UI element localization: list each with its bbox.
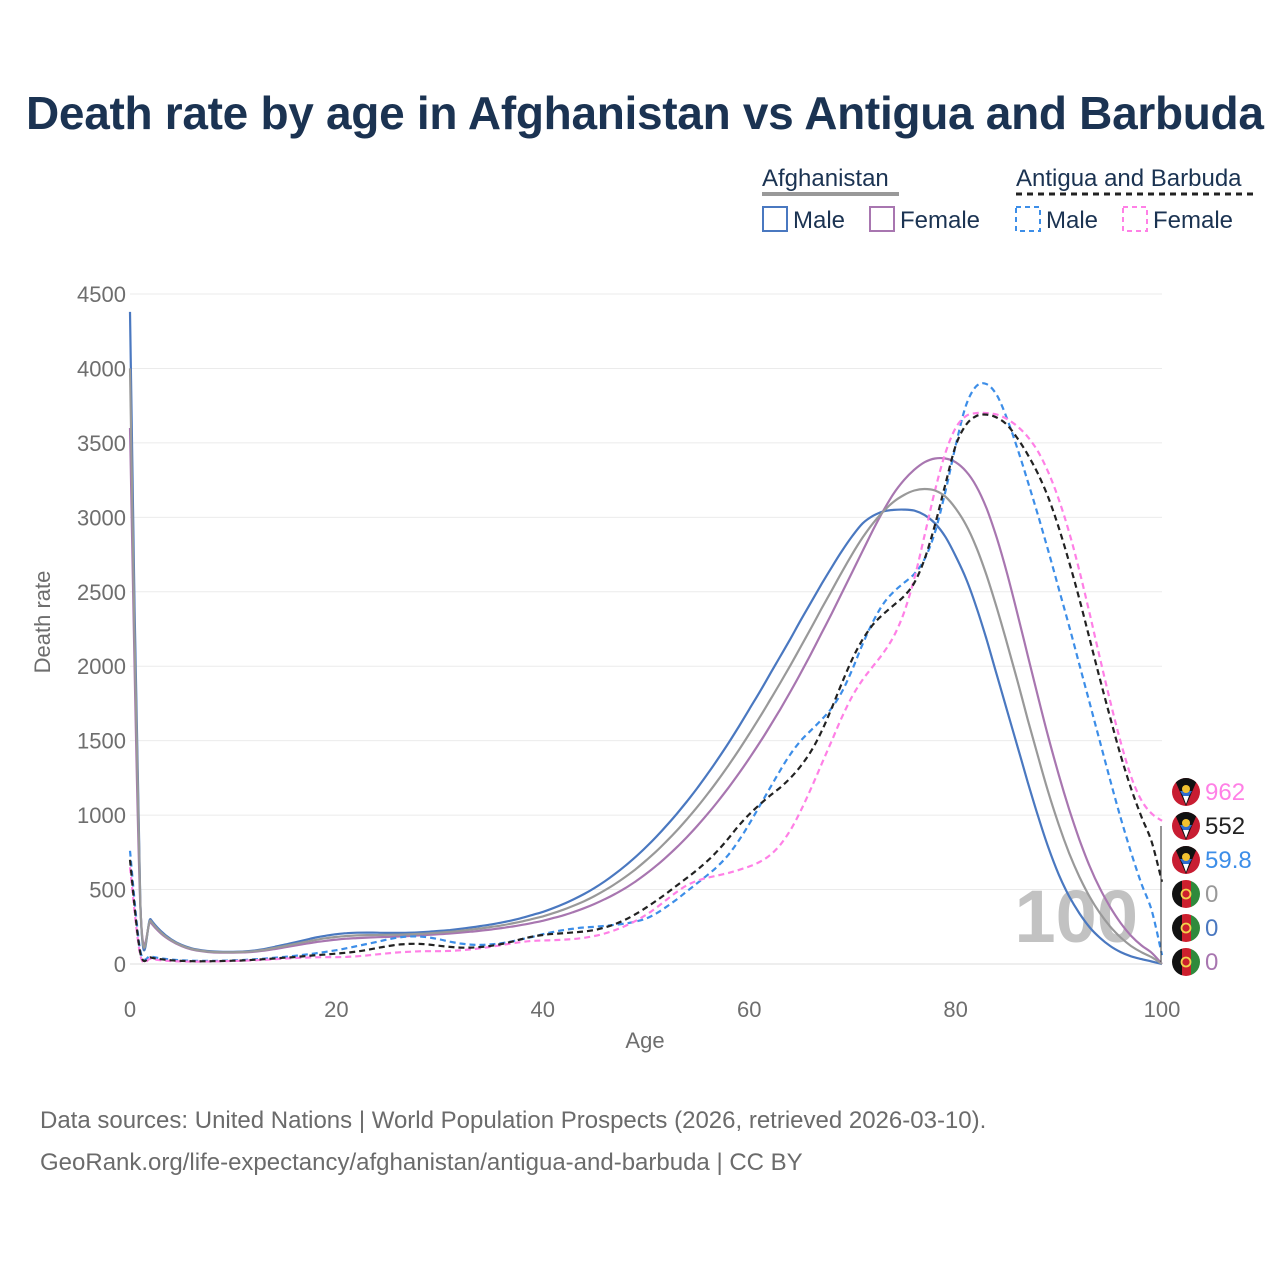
antigua-flag-icon: [1172, 812, 1200, 840]
y-tick-labels: 0 500 1000 1500 2000 2500 3000 3500 4000 4500: [77, 282, 126, 977]
end-value-labels: 962 552 59.8 0 0 0: [1160, 778, 1252, 976]
source-url[interactable]: GeoRank.org/life-expectancy/afghanistan/…: [40, 1149, 803, 1176]
legend-label-afghanistan-female[interactable]: Female: [900, 207, 980, 234]
end-label-afghanistan-both[interactable]: 0: [1172, 880, 1218, 908]
series-line-afghanistan-female[interactable]: [128, 427, 1163, 965]
y-tick-label: 1000: [77, 803, 126, 828]
age-watermark: 100: [1015, 875, 1138, 958]
end-label-afghanistan-female[interactable]: 0: [1172, 948, 1218, 976]
afghanistan-flag-icon: [1172, 914, 1200, 942]
antigua-flag-icon: [1172, 778, 1200, 806]
series-line-antigua-and-barbuda-female[interactable]: [128, 411, 1163, 964]
y-tick-label: 2500: [77, 580, 126, 605]
y-tick-label: 4500: [77, 282, 126, 307]
end-label-antigua-and-barbuda-both[interactable]: 552: [1172, 812, 1245, 840]
y-tick-label: 3000: [77, 505, 126, 530]
legend-label-afghanistan-male[interactable]: Male: [793, 207, 845, 234]
end-value-text: 0: [1205, 949, 1218, 976]
end-value-text: 0: [1205, 915, 1218, 942]
legend-group-title: Antigua and Barbuda: [1016, 165, 1242, 192]
end-value-text: 0: [1205, 881, 1218, 908]
afghanistan-flag-icon: [1172, 948, 1200, 976]
y-axis-label: Death rate: [30, 571, 55, 674]
x-tick-label: 100: [1144, 997, 1181, 1022]
x-tick-label: 20: [324, 997, 348, 1022]
end-value-text: 552: [1205, 813, 1245, 840]
end-value-text: 59.8: [1205, 847, 1252, 874]
y-tick-label: 0: [114, 952, 126, 977]
series-line-afghanistan-male[interactable]: [128, 311, 1163, 966]
end-label-antigua-and-barbuda-female[interactable]: 962: [1172, 778, 1245, 806]
legend-swatch-antigua-male[interactable]: [1015, 206, 1041, 232]
legend: Afghanistan Male Female Antigua and Barb…: [762, 165, 1254, 234]
series-lines: [128, 311, 1164, 966]
x-tick-labels: 0 20 40 60 80 100: [124, 997, 1180, 1022]
grid-lines: [130, 293, 1162, 965]
x-tick-label: 80: [943, 997, 967, 1022]
series-line-afghanistan-both-sexes[interactable]: [128, 368, 1163, 965]
afghanistan-flag-icon: [1172, 880, 1200, 908]
chart-title: Death rate by age in Afghanistan vs Anti…: [26, 87, 1264, 139]
legend-swatch-afghanistan-female[interactable]: [869, 206, 895, 232]
y-tick-label: 2000: [77, 654, 126, 679]
x-axis-label: Age: [625, 1028, 664, 1053]
y-tick-label: 1500: [77, 729, 126, 754]
legend-label-antigua-female[interactable]: Female: [1153, 207, 1233, 234]
end-label-afghanistan-male[interactable]: 0: [1172, 914, 1218, 942]
x-tick-label: 60: [737, 997, 761, 1022]
legend-group-title: Afghanistan: [762, 165, 889, 192]
data-source-note: Data sources: United Nations | World Pop…: [40, 1107, 987, 1134]
legend-swatch-antigua-female[interactable]: [1122, 206, 1148, 232]
legend-swatch-afghanistan-male[interactable]: [762, 206, 788, 232]
series-line-antigua-and-barbuda-both-sexes[interactable]: [128, 413, 1164, 963]
y-tick-label: 4000: [77, 356, 126, 381]
legend-label-antigua-male[interactable]: Male: [1046, 207, 1098, 234]
x-tick-label: 0: [124, 997, 136, 1022]
end-value-text: 962: [1205, 779, 1245, 806]
legend-group-afghanistan[interactable]: Afghanistan Male Female: [762, 165, 980, 234]
x-tick-label: 40: [531, 997, 555, 1022]
end-label-antigua-and-barbuda-male[interactable]: 59.8: [1172, 846, 1252, 874]
legend-group-antigua[interactable]: Antigua and Barbuda Male Female: [1015, 165, 1254, 234]
y-tick-label: 500: [89, 878, 126, 903]
antigua-flag-icon: [1172, 846, 1200, 874]
y-tick-label: 3500: [77, 431, 126, 456]
